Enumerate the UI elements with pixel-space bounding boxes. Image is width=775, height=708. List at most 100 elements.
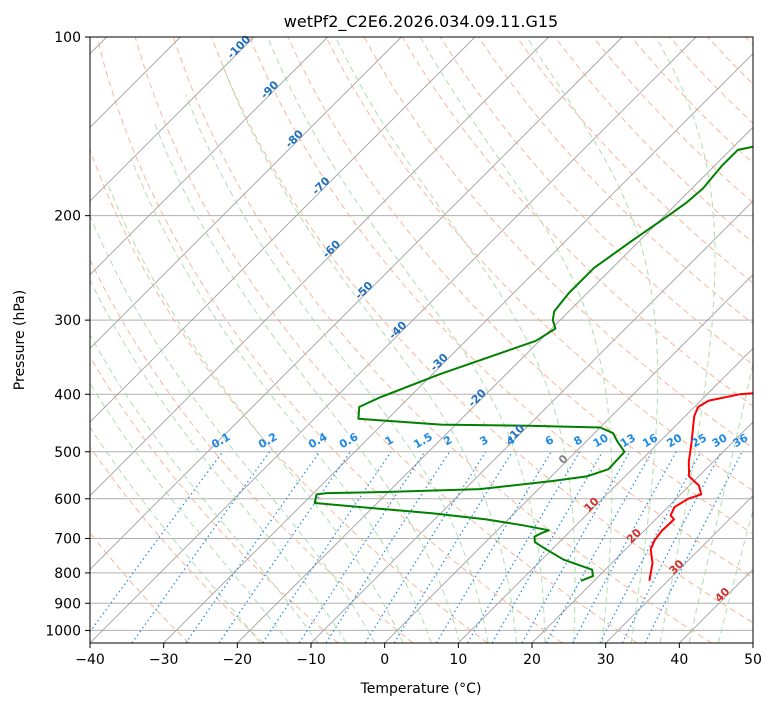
x-axis: −40 −30 −20 −10 0 10 20 30 40 50 (75, 643, 762, 668)
mixing-ratio-label: 6 (543, 433, 556, 448)
dewpoint-profile-line (313, 145, 753, 582)
isotherm-label: 10 (582, 494, 602, 514)
mixing-ratio-label: 3 (477, 433, 490, 448)
dry-adiabat-line (516, 37, 753, 284)
mixing-ratio-line (435, 451, 552, 643)
dry-adiabat-line (592, 37, 753, 204)
dry-adiabat-line (90, 148, 488, 643)
mixing-ratio-label: 0.6 (337, 430, 361, 451)
temperature-label: -60 (320, 237, 343, 260)
mixing-ratio-line (599, 451, 702, 643)
temperature-profile-line (648, 392, 753, 581)
series-lines (313, 145, 753, 582)
isotherm-label: 20 (624, 526, 644, 546)
moist-adiabat-line (154, 123, 461, 643)
y-tick-label: 500 (54, 445, 81, 461)
isotherm-line (752, 642, 753, 643)
isotherm-line (310, 200, 753, 643)
isotherm-line (458, 347, 753, 643)
moist-adiabat-line (185, 94, 489, 643)
dry-adiabat-line (669, 37, 753, 125)
temperature-label: -70 (309, 174, 332, 197)
y-tick-label: 200 (54, 209, 81, 225)
mixing-ratio-label: 0.1 (209, 430, 232, 451)
x-tick-label: 50 (744, 652, 762, 668)
moist-adiabat-line (688, 361, 753, 643)
moist-adiabat-line (130, 157, 432, 643)
isotherm-line (531, 421, 753, 643)
chart-title: wetPf2_C2E6.2026.034.09.11.G15 (284, 12, 558, 32)
isotherm-label: 30 (667, 557, 687, 577)
x-tick-label: 10 (449, 652, 467, 668)
isotherm-line (90, 37, 549, 497)
x-tick-label: −20 (223, 652, 253, 668)
isotherm-line (90, 37, 402, 349)
isotherm-line (237, 126, 753, 643)
isotherm-line (90, 37, 476, 423)
y-tick-label: 600 (54, 492, 81, 508)
moist-adiabat-line (526, 37, 659, 643)
isotherm-label: 40 (712, 585, 732, 605)
moist-adiabat-line (90, 426, 261, 643)
isotherm-line (90, 37, 328, 276)
mixing-ratio-line (466, 451, 581, 643)
temperature-label: -20 (466, 386, 489, 409)
mixing-ratio-line (325, 451, 451, 643)
dry-adiabat-line (325, 37, 753, 492)
x-tick-label: −40 (75, 652, 105, 668)
dry-adiabat-line (96, 37, 563, 643)
mixing-ratio-label: 2 (441, 433, 454, 448)
dry-adiabat-line (745, 37, 753, 46)
y-tick-label: 1000 (45, 623, 81, 639)
x-tick-label: 40 (670, 652, 688, 668)
mixing-ratio-line (298, 451, 426, 643)
moist-adiabat-line (655, 37, 716, 643)
temperature-label: -80 (283, 127, 306, 150)
mixing-ratio-line (218, 451, 351, 643)
mixing-ratio-label: 1 (383, 433, 396, 448)
y-tick-label: 900 (54, 596, 81, 612)
y-tick-label: 100 (54, 30, 81, 46)
mixing-ratio-line (185, 451, 321, 643)
x-axis-title: Temperature (°C) (360, 681, 482, 697)
y-tick-label: 700 (54, 532, 81, 548)
dry-adiabat-line (287, 37, 753, 535)
isotherm-line (90, 37, 255, 202)
moist-adiabat-line (717, 508, 753, 643)
x-tick-label: 20 (523, 652, 541, 668)
mixing-ratio-line (90, 451, 224, 633)
moist-adiabat-line (90, 333, 319, 643)
dry-adiabat-line (249, 37, 753, 579)
mixing-ratio-label: 36 (730, 431, 750, 450)
mixing-ratio-label: 16 (640, 431, 660, 450)
temperature-label: -90 (258, 78, 281, 101)
temperature-label: -50 (352, 279, 375, 302)
moist-adiabat-line (419, 37, 613, 643)
x-tick-label: 30 (597, 652, 615, 668)
x-tick-label: −30 (149, 652, 179, 668)
mixing-ratio-line (262, 451, 392, 643)
x-tick-label: 0 (380, 652, 389, 668)
plot-area (90, 37, 753, 643)
dry-adiabat-line (478, 37, 753, 325)
moist-adiabat-line (267, 37, 546, 643)
isotherm-line (605, 495, 753, 643)
mixing-ratio-label: 0.2 (256, 430, 279, 451)
x-tick-label: −10 (296, 652, 326, 668)
y-tick-label: 800 (54, 566, 81, 582)
mixing-ratio-label: 30 (710, 431, 730, 450)
dry-adiabat-line (439, 37, 753, 366)
y-axis: 100 200 300 400 500 600 700 800 900 1000 (45, 30, 90, 639)
mixing-ratio-line (364, 451, 487, 643)
mixing-ratio-line (572, 451, 677, 643)
mixing-ratio-line (393, 451, 513, 643)
isotherm-line (163, 53, 753, 643)
background-lines (90, 37, 753, 643)
isotherm-line (90, 37, 623, 570)
dry-adiabat-line (90, 445, 264, 643)
isotherm-line (384, 274, 753, 643)
moist-adiabat-line (90, 279, 347, 643)
dry-adiabat-line (90, 531, 190, 643)
dry-adiabat-line (211, 37, 753, 624)
